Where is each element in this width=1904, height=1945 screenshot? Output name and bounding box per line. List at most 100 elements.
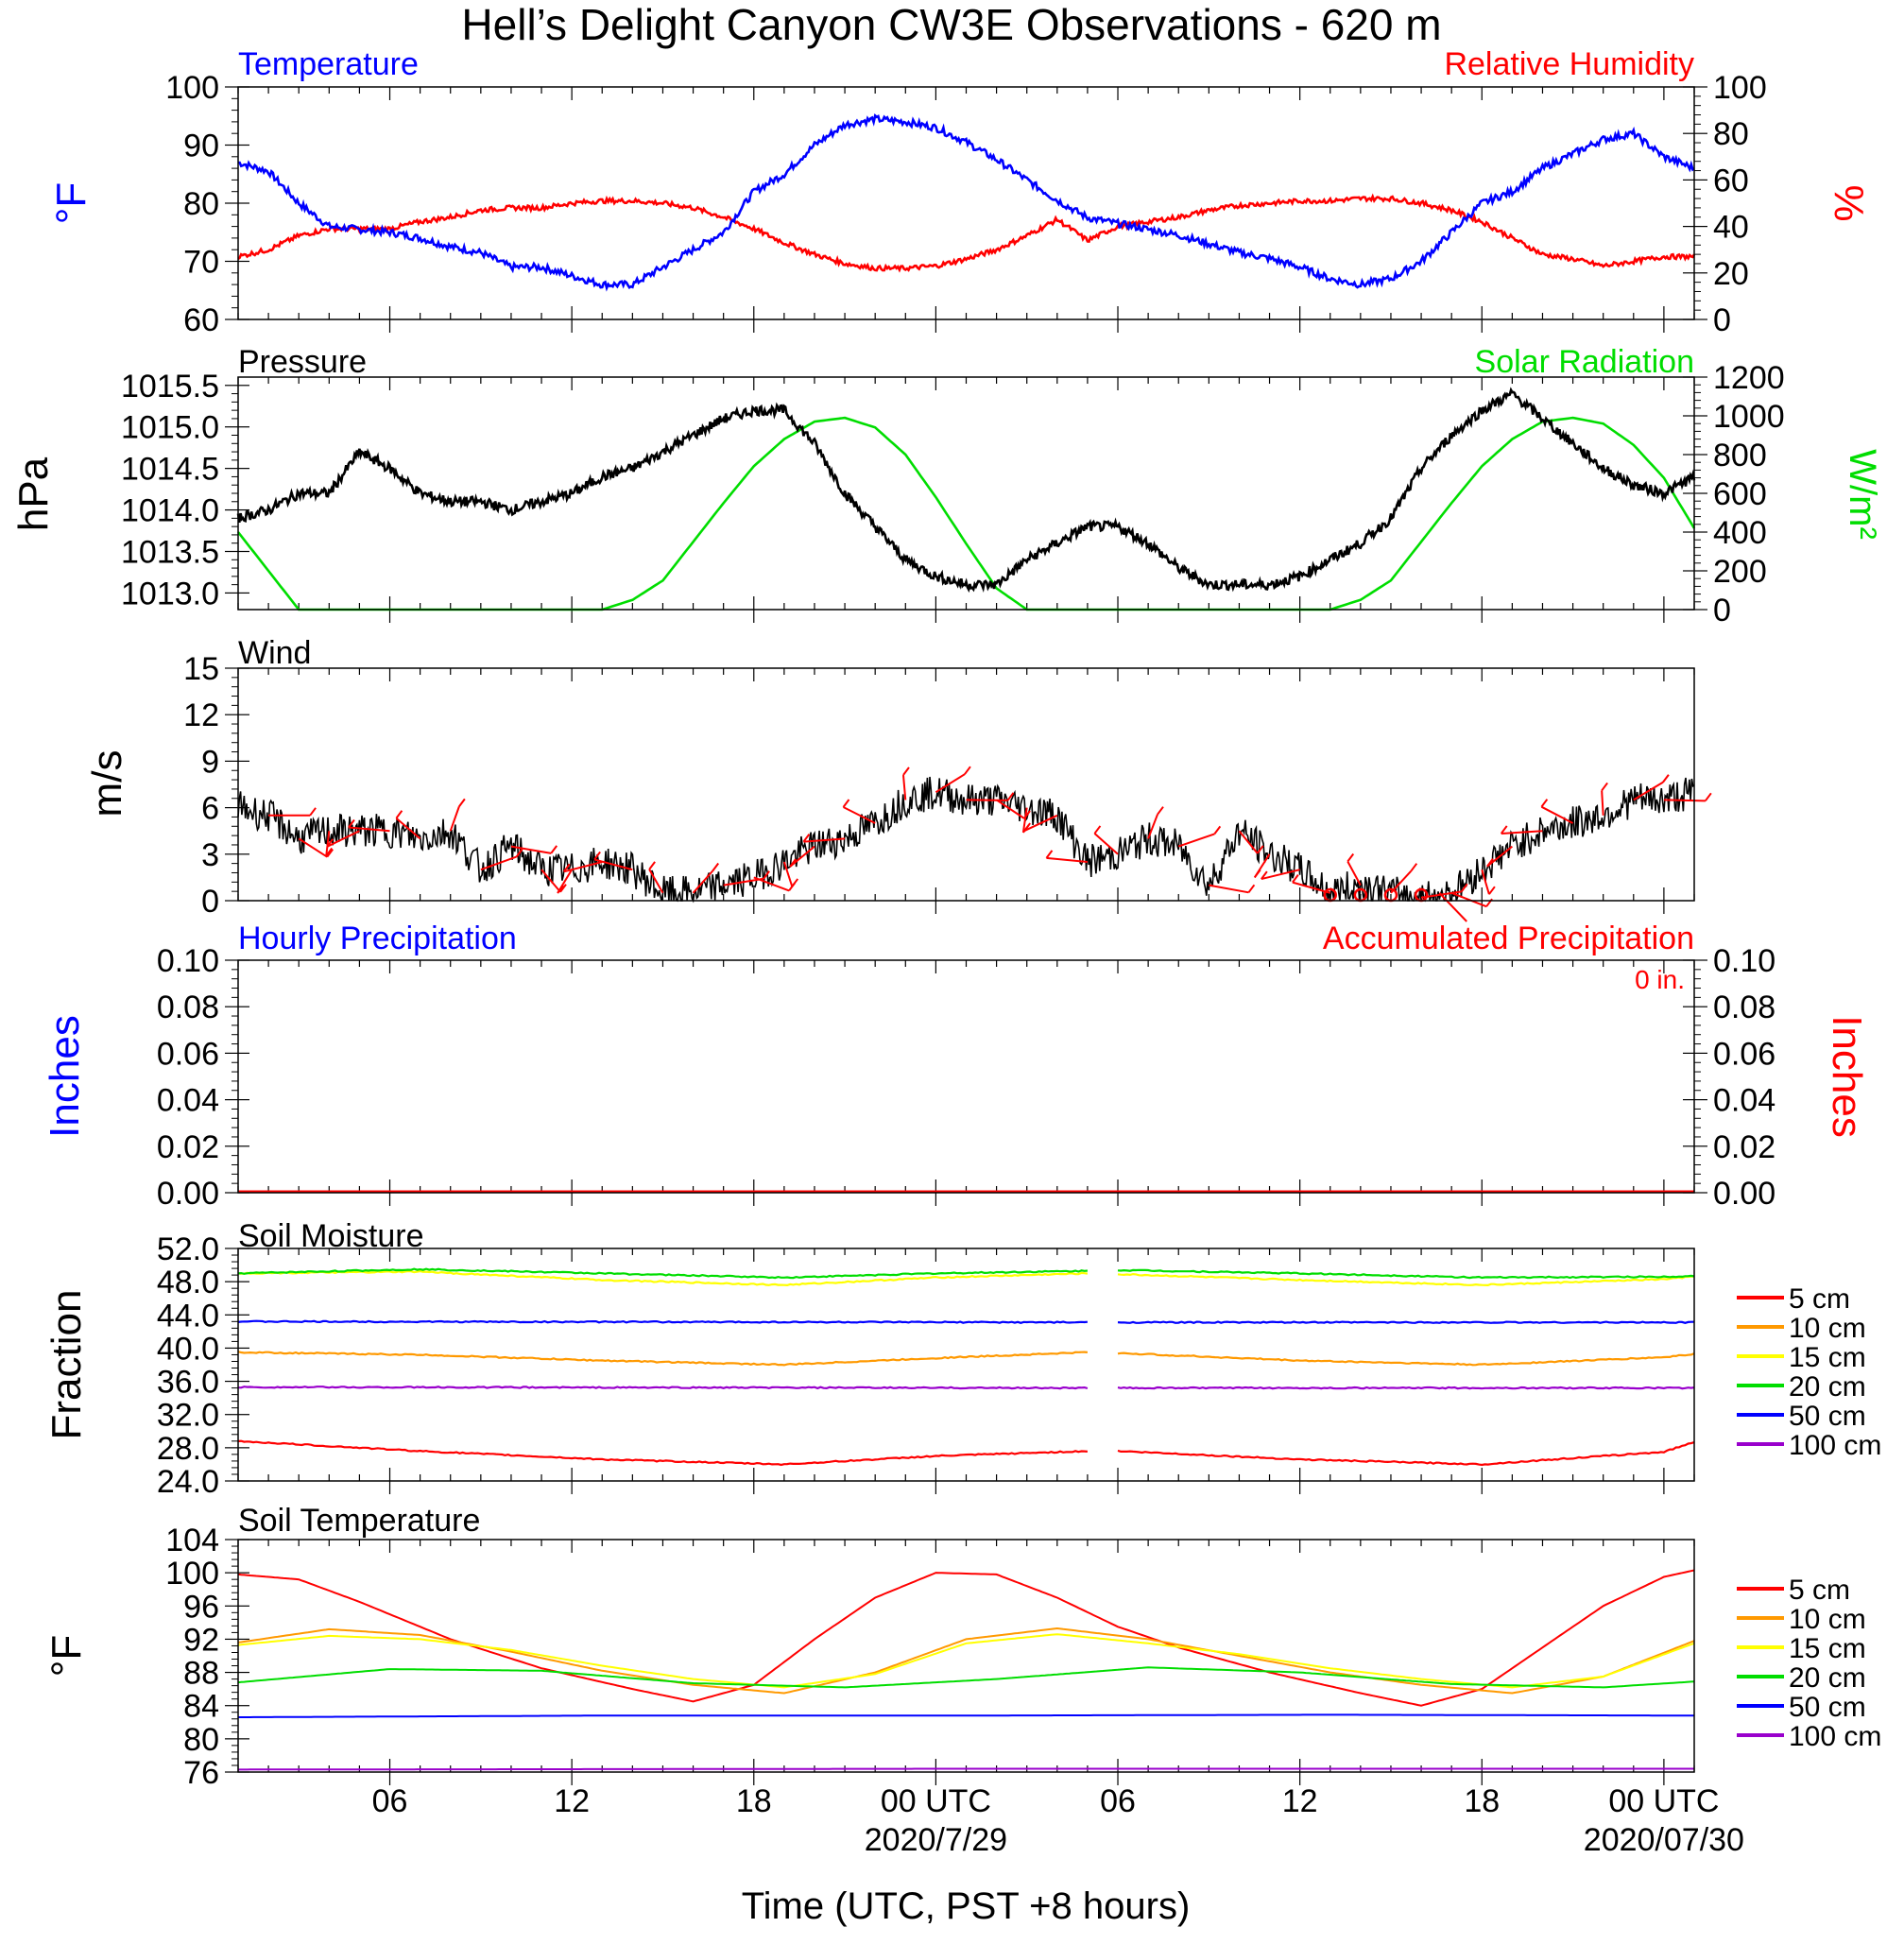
precip-marker-leader — [1438, 892, 1467, 922]
hourly-precip-title: Hourly Precipitation — [238, 921, 517, 956]
soil-temp-line-20cm — [237, 1666, 1695, 1689]
panel-pressure-solar: Pressure Solar Radiation hPa W/m² 1013.0… — [10, 344, 1883, 628]
wind-barb — [325, 831, 331, 856]
soil-moisture-legend-label: 100 cm — [1789, 1430, 1881, 1461]
wind-barb-flag — [550, 845, 558, 854]
wind-barb — [782, 861, 794, 887]
soil-temp-legend-label: 20 cm — [1789, 1662, 1866, 1694]
x-tick-label: 06 — [372, 1783, 408, 1819]
wind-barb-flag — [1006, 792, 1015, 801]
wind-barb-flag — [395, 810, 403, 819]
soil-moisture-unit: Fraction — [43, 1290, 90, 1440]
wind-y-tick-label-left: 15 — [183, 651, 219, 687]
panel-temperature-humidity: Temperature Relative Humidity °F % 60 70 8… — [48, 46, 1872, 338]
wind-barb-flag — [309, 807, 317, 817]
panel-soil-moisture: Soil Moisture Fraction 24.028.032.036.04… — [43, 1218, 1881, 1500]
pressure-solar-y-tick-label-right: 1200 — [1713, 360, 1785, 396]
wind-barb — [901, 774, 907, 800]
soil-moisture-line-100cm — [1117, 1386, 1695, 1390]
soil-moisture-legend-label: 5 cm — [1789, 1283, 1850, 1315]
wind-y-tick-label-left: 6 — [201, 791, 219, 827]
wind-barb — [1046, 856, 1089, 863]
precip-y-tick-label-left: 0.02 — [157, 1129, 219, 1165]
wind-barb-flag — [902, 766, 910, 776]
pressure-solar-y-tick-label-left: 1013.0 — [121, 576, 219, 611]
temp-humidity-y-tick-label-left: 80 — [183, 186, 219, 222]
pressure-solar-y-tick-label-right: 400 — [1713, 515, 1767, 551]
soil-moisture-line-100cm — [237, 1386, 1089, 1390]
soil-moisture-axes: 24.028.032.036.040.044.048.052.0 — [157, 1231, 1695, 1500]
wind-barb — [1261, 869, 1300, 881]
wind-barb — [1147, 814, 1158, 839]
wind-barb — [648, 869, 664, 894]
wind-barb — [803, 837, 846, 843]
soil-moisture-legend-label: 50 cm — [1789, 1401, 1866, 1432]
wind-y-tick-label-left: 9 — [201, 744, 219, 780]
wind-barb-flag — [789, 858, 797, 868]
wind-barb — [789, 845, 815, 868]
x-tick-date: 2020/7/29 — [865, 1822, 1007, 1858]
soil-temp-title: Soil Temperature — [238, 1503, 480, 1539]
soil-temp-legend-label: 100 cm — [1789, 1721, 1881, 1752]
wind-barb — [1292, 881, 1331, 894]
wind-speed-series-line — [237, 776, 1695, 904]
wind-barb-flag — [1045, 850, 1054, 859]
x-tick-label: 12 — [1282, 1783, 1318, 1819]
temp-humidity-y-tick-label-right: 80 — [1713, 116, 1749, 152]
wind-barb-flag — [562, 863, 571, 872]
accum-precip-unit: Inches — [1824, 1015, 1870, 1138]
soil-temp-frame — [237, 1539, 1695, 1773]
pressure-solar-y-tick-label-left: 1014.0 — [121, 493, 219, 529]
precip-y-tick-label-right: 0.10 — [1713, 943, 1775, 979]
soil-moisture-line-15cm — [1117, 1272, 1695, 1287]
pressure-series-line — [236, 387, 1696, 594]
soil-moisture-y-tick-label-left: 24.0 — [157, 1464, 219, 1500]
panel-precipitation: Hourly Precipitation Accumulated Precipi… — [42, 921, 1870, 1212]
wind-barb-flag — [648, 861, 656, 870]
soil-moisture-line-5cm — [1117, 1441, 1695, 1467]
solar-unit: W/m² — [1842, 449, 1883, 540]
wind-barb — [593, 858, 633, 871]
hourly-precip-unit: Inches — [42, 1015, 88, 1138]
temp-humidity-axes: 60 70 80 90 100 0 20 40 60 80 100 — [165, 70, 1766, 338]
soil-temp-y-tick-label-left: 80 — [183, 1722, 219, 1758]
figure-title: Hell’s Delight Canyon CW3E Observations … — [461, 0, 1441, 49]
wind-barb — [348, 826, 390, 833]
soil-moisture-y-tick-label-left: 36.0 — [157, 1365, 219, 1401]
soil-moisture-line-20cm — [237, 1267, 1089, 1280]
pressure-solar-y-tick-label-left: 1013.5 — [121, 535, 219, 571]
wind-barb — [1177, 833, 1215, 848]
precip-y-tick-label-right: 0.04 — [1713, 1083, 1775, 1119]
precip-y-tick-label-left: 0.10 — [157, 943, 219, 979]
soil-moisture-y-tick-label-left: 52.0 — [157, 1231, 219, 1267]
wind-barb-flag — [842, 799, 850, 808]
soil-moisture-y-tick-label-left: 32.0 — [157, 1398, 219, 1434]
wind-barb — [1450, 891, 1487, 908]
precip-y-tick-label-left: 0.00 — [157, 1176, 219, 1212]
wind-frame — [237, 667, 1695, 902]
wind-barb-flag — [1023, 822, 1031, 832]
wind-barb — [395, 818, 421, 840]
wind-barb — [1023, 814, 1058, 832]
wind-barb — [1601, 790, 1604, 816]
solar-title: Solar Radiation — [1475, 344, 1694, 380]
soil-temp-legend-label: 10 cm — [1789, 1604, 1866, 1635]
soil-temp-line-15cm — [237, 1633, 1695, 1689]
wind-barb-flag — [559, 884, 567, 893]
wind-barb — [540, 869, 561, 893]
wind-barb-flag — [1662, 774, 1670, 783]
temp-humidity-y-tick-label-left: 90 — [183, 129, 219, 164]
wind-axes: 0 3 6 9 12 15 — [183, 651, 1695, 920]
humidity-unit: % — [1826, 184, 1872, 221]
temp-humidity-y-tick-label-left: 60 — [183, 302, 219, 338]
x-tick-label: 18 — [1464, 1783, 1500, 1819]
temp-humidity-y-tick-label-right: 60 — [1713, 163, 1749, 198]
soil-temp-y-tick-label-left: 84 — [183, 1689, 219, 1725]
wind-barb-flag — [802, 834, 811, 843]
soil-moisture-line-10cm — [237, 1351, 1089, 1367]
wind-barb-flag — [458, 798, 466, 807]
temp-humidity-y-tick-label-left: 100 — [165, 70, 219, 106]
